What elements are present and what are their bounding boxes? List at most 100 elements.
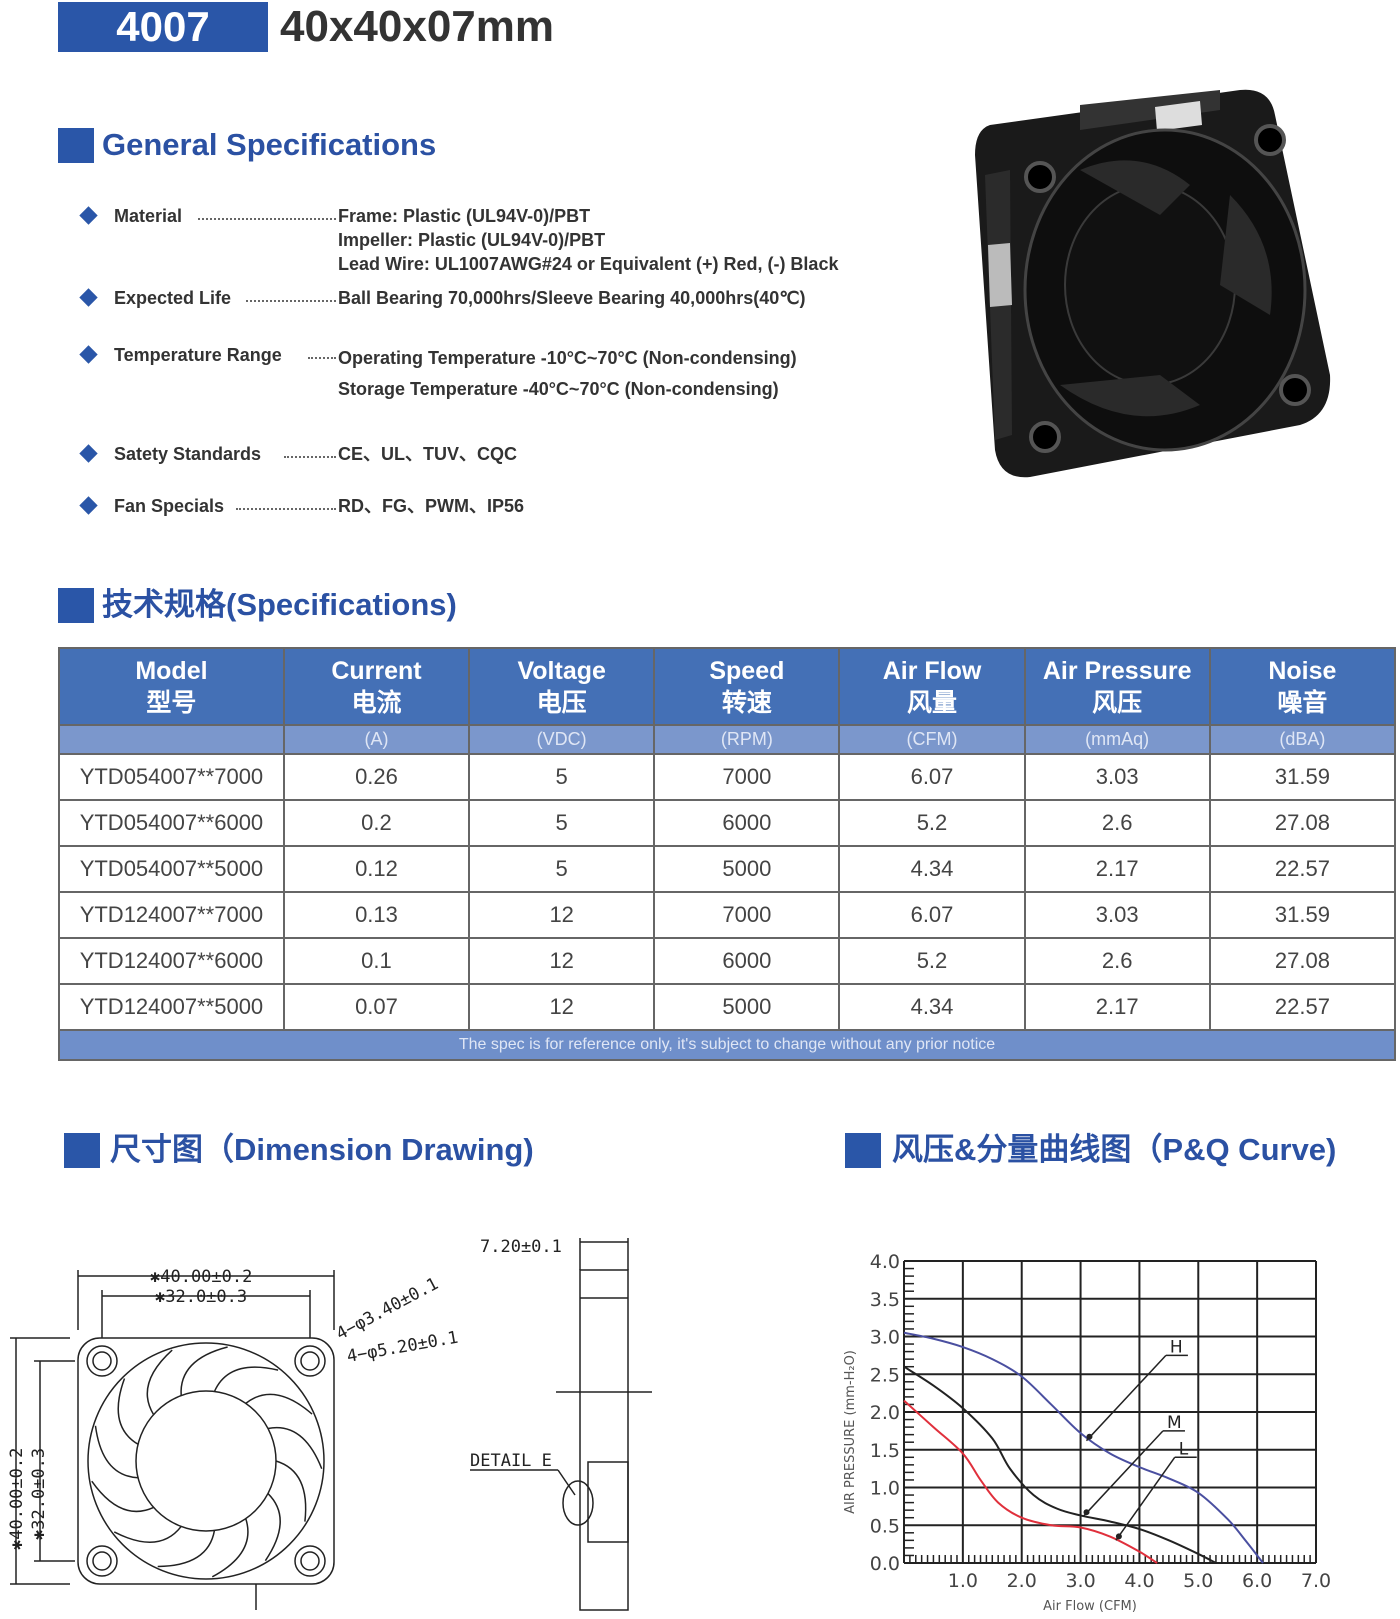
specifications-table: Model 型号 Current 电流 Voltage 电压 Speed 转速 Air Flow… bbox=[58, 647, 1397, 1061]
y-tick-label: 2.0 bbox=[870, 1402, 900, 1424]
x-tick-label: 3.0 bbox=[1065, 1570, 1095, 1592]
table-footnote: The spec is for reference only, it's sub… bbox=[58, 1029, 1396, 1061]
table-cell: 6000 bbox=[653, 937, 841, 985]
y-tick-label: 2.5 bbox=[870, 1364, 900, 1386]
table-cell: 4.34 bbox=[838, 983, 1026, 1031]
y-tick-label: 3.5 bbox=[870, 1289, 900, 1311]
diamond-bullet-icon bbox=[79, 288, 98, 307]
spec-value: Ball Bearing 70,000hrs/Sleeve Bearing 40… bbox=[338, 288, 806, 308]
leader-dots bbox=[308, 345, 336, 359]
blade-line bbox=[264, 1492, 281, 1562]
table-cell: YTD054007**5000 bbox=[58, 845, 285, 893]
x-tick-label: 7.0 bbox=[1301, 1570, 1331, 1592]
blade-line bbox=[117, 1378, 139, 1445]
fan-photo bbox=[975, 89, 1331, 478]
table-cell: YTD124007**6000 bbox=[58, 937, 285, 985]
size-title: 40x40x07mm bbox=[280, 2, 555, 51]
annotation-arrowhead bbox=[1086, 1433, 1093, 1440]
diamond-bullet-icon bbox=[79, 345, 98, 364]
column-unit: (CFM) bbox=[838, 724, 1026, 755]
section-marker bbox=[58, 588, 94, 623]
spec-label: Temperature Range bbox=[114, 345, 282, 365]
table-cell: 5 bbox=[468, 753, 656, 801]
leader-dots bbox=[246, 288, 336, 302]
column-unit: (RPM) bbox=[653, 724, 841, 755]
blade-line bbox=[211, 1518, 249, 1578]
column-header: Speed 转速 bbox=[653, 647, 841, 726]
y-tick-label: 0.5 bbox=[870, 1515, 900, 1537]
table-cell: 12 bbox=[468, 983, 656, 1031]
table-cell: 5000 bbox=[653, 983, 841, 1031]
series-line-H bbox=[903, 1331, 1264, 1564]
table-row: YTD124007**7000 0.13 12 7000 6.07 3.03 31.59 bbox=[58, 891, 1397, 939]
table-row: YTD054007**6000 0.2 5 6000 5.2 2.6 27.08 bbox=[58, 799, 1397, 847]
fan-hub bbox=[135, 1390, 277, 1532]
table-cell: 3.03 bbox=[1023, 891, 1211, 939]
spec-value: Frame: Plastic (UL94V-0)/PBT Impeller: Pl… bbox=[338, 206, 839, 274]
table-cell: YTD124007**5000 bbox=[58, 983, 285, 1031]
fan-ring bbox=[87, 1342, 325, 1580]
svg-text:✱40.00±0.2: ✱40.00±0.2 bbox=[150, 1267, 252, 1287]
table-cell: 27.08 bbox=[1208, 937, 1397, 985]
annotation-arrowhead bbox=[1083, 1509, 1090, 1516]
table-cell: 0.07 bbox=[282, 983, 471, 1031]
table-cell: YTD124007**7000 bbox=[58, 891, 285, 939]
table-cell: 22.57 bbox=[1208, 983, 1397, 1031]
annotation-leader bbox=[1082, 1430, 1164, 1517]
diamond-bullet-icon bbox=[79, 496, 98, 515]
table-cell: 7000 bbox=[653, 891, 841, 939]
table-cell: 6.07 bbox=[838, 753, 1026, 801]
y-tick-label: 3.0 bbox=[870, 1327, 900, 1349]
table-cell: 2.6 bbox=[1023, 937, 1211, 985]
model-number-badge: 4007 bbox=[58, 2, 268, 52]
pq-curve-title: 风压&分量曲线图（P&Q Curve) bbox=[892, 1132, 1337, 1167]
leader-dots bbox=[236, 496, 336, 510]
dimension-title: 尺寸图（Dimension Drawing) bbox=[110, 1132, 534, 1167]
blade-line bbox=[245, 1393, 313, 1415]
x-tick-label: 2.0 bbox=[1007, 1570, 1037, 1592]
table-cell: 0.2 bbox=[282, 799, 471, 847]
column-unit: (A) bbox=[282, 724, 471, 755]
table-cell: 6.07 bbox=[838, 891, 1026, 939]
spec-value: Operating Temperature -10°C~70°C (Non-co… bbox=[338, 348, 797, 399]
table-cell: 6000 bbox=[653, 799, 841, 847]
column-header: Current 电流 bbox=[282, 647, 471, 726]
table-cell: 2.6 bbox=[1023, 799, 1211, 847]
x-tick-label: 4.0 bbox=[1124, 1570, 1154, 1592]
series-label-H: H bbox=[1170, 1337, 1183, 1357]
blade-line bbox=[94, 1425, 139, 1479]
table-cell: 5000 bbox=[653, 845, 841, 893]
series-line-M bbox=[903, 1365, 1217, 1564]
table-cell: 2.17 bbox=[1023, 983, 1211, 1031]
svg-text:✱32.0±0.3: ✱32.0±0.3 bbox=[29, 1448, 49, 1540]
table-cell: 22.57 bbox=[1208, 845, 1397, 893]
y-tick-label: 1.0 bbox=[870, 1478, 900, 1500]
table-cell: 0.26 bbox=[282, 753, 471, 801]
section-marker bbox=[845, 1133, 881, 1168]
table-cell: 12 bbox=[468, 937, 656, 985]
svg-text:✱40.00±0.2: ✱40.00±0.2 bbox=[7, 1448, 27, 1550]
table-row: YTD124007**5000 0.07 12 5000 4.34 2.17 22.57 bbox=[58, 983, 1397, 1031]
section-marker bbox=[58, 128, 94, 163]
table-row: YTD054007**5000 0.12 5 5000 4.34 2.17 22.57 bbox=[58, 845, 1397, 893]
series-label-L: L bbox=[1179, 1439, 1189, 1459]
blade-line bbox=[146, 1349, 173, 1415]
table-row: YTD054007**7000 0.26 5 7000 6.07 3.03 31.59 bbox=[58, 753, 1397, 801]
svg-text:✱32.0±0.3: ✱32.0±0.3 bbox=[155, 1287, 247, 1307]
table-cell: 12 bbox=[468, 891, 656, 939]
diamond-bullet-icon bbox=[79, 206, 98, 225]
column-unit: (dBA) bbox=[1208, 724, 1397, 755]
spec-value: RD、FG、PWM、IP56 bbox=[338, 496, 525, 516]
leader-dots bbox=[198, 206, 336, 220]
annotation-leader bbox=[1085, 1354, 1167, 1442]
blade-line bbox=[180, 1346, 228, 1396]
table-cell: YTD054007**7000 bbox=[58, 753, 285, 801]
column-header: Model 型号 bbox=[58, 647, 285, 726]
x-axis-label: Air Flow (CFM) bbox=[1043, 1599, 1137, 1614]
svg-text:DETAIL E: DETAIL E bbox=[470, 1451, 552, 1471]
series-line-L bbox=[903, 1399, 1158, 1564]
table-cell: 0.1 bbox=[282, 937, 471, 985]
column-header: Voltage 电压 bbox=[468, 647, 656, 726]
blade-line bbox=[213, 1366, 279, 1392]
table-cell: 0.12 bbox=[282, 845, 471, 893]
